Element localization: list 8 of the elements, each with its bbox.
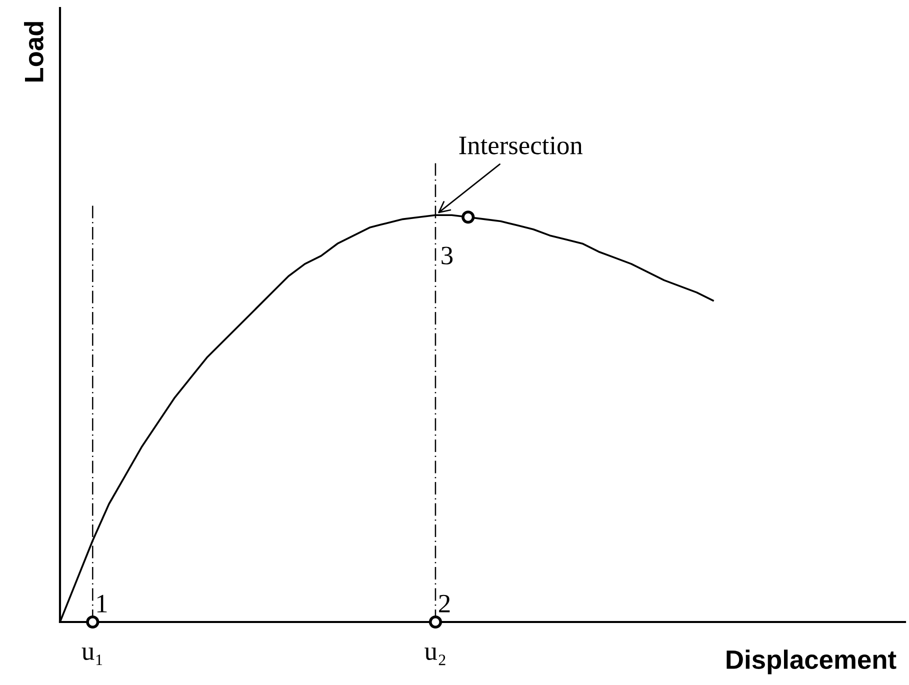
annotation: Intersection xyxy=(459,136,582,154)
x-axis-title: Displacement xyxy=(726,650,896,674)
annotation: 2 xyxy=(439,594,450,612)
annotation: 1 xyxy=(97,594,107,612)
text: Load xyxy=(24,22,44,82)
x-tick-label: u₁ xyxy=(82,648,102,666)
x-tick-label: u₂ xyxy=(424,648,446,666)
annotation: 3 xyxy=(442,246,453,264)
